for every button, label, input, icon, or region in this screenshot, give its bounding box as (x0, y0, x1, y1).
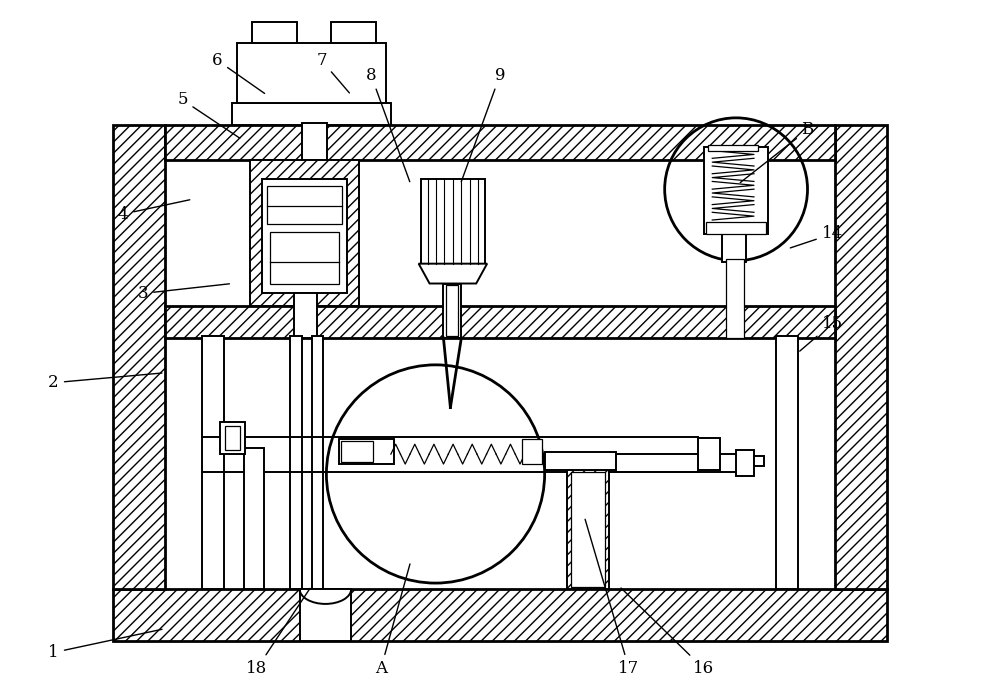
Bar (698, 438, 720, 470)
Bar (113, 589, 887, 640)
Bar (312, 336, 323, 589)
Bar (202, 336, 224, 589)
Bar (835, 125, 887, 589)
Text: 7: 7 (316, 52, 349, 93)
Bar (545, 452, 616, 470)
Bar (443, 283, 461, 338)
Bar (736, 450, 754, 476)
Bar (708, 145, 758, 150)
Text: 3: 3 (138, 284, 229, 302)
Bar (113, 125, 165, 589)
Bar (165, 306, 835, 338)
Text: 18: 18 (246, 588, 310, 677)
Text: B: B (740, 121, 814, 182)
Text: A: A (375, 564, 410, 677)
Bar (754, 456, 764, 466)
Bar (339, 439, 394, 464)
Bar (726, 258, 744, 338)
Bar (706, 222, 766, 234)
Bar (225, 426, 240, 450)
Bar (341, 441, 373, 462)
Bar (704, 147, 768, 234)
Text: 1: 1 (48, 629, 162, 661)
Text: 4: 4 (118, 200, 190, 222)
Bar (776, 336, 798, 589)
Bar (571, 472, 605, 587)
Bar (722, 232, 746, 262)
Text: 9: 9 (461, 67, 505, 182)
Bar (250, 159, 359, 306)
Text: 6: 6 (212, 52, 265, 94)
Text: 17: 17 (585, 519, 640, 677)
Text: 5: 5 (177, 91, 240, 138)
Text: 14: 14 (790, 225, 843, 248)
Bar (567, 470, 609, 589)
Text: 16: 16 (621, 588, 714, 677)
Bar (262, 179, 347, 293)
Text: 2: 2 (48, 373, 162, 392)
Bar (244, 448, 264, 589)
Text: 8: 8 (366, 67, 410, 182)
Bar (421, 179, 485, 263)
Bar (232, 103, 391, 125)
Bar (267, 186, 342, 224)
Bar (300, 589, 351, 640)
Bar (237, 44, 386, 103)
Bar (252, 21, 297, 44)
Bar (290, 336, 302, 589)
Polygon shape (419, 263, 487, 283)
Text: 15: 15 (800, 315, 843, 351)
Bar (302, 123, 327, 159)
Bar (165, 125, 835, 159)
Bar (294, 293, 317, 338)
Bar (522, 439, 542, 464)
Bar (270, 232, 339, 283)
Circle shape (326, 365, 545, 583)
Bar (331, 21, 376, 44)
Bar (446, 286, 458, 336)
Bar (220, 423, 245, 454)
